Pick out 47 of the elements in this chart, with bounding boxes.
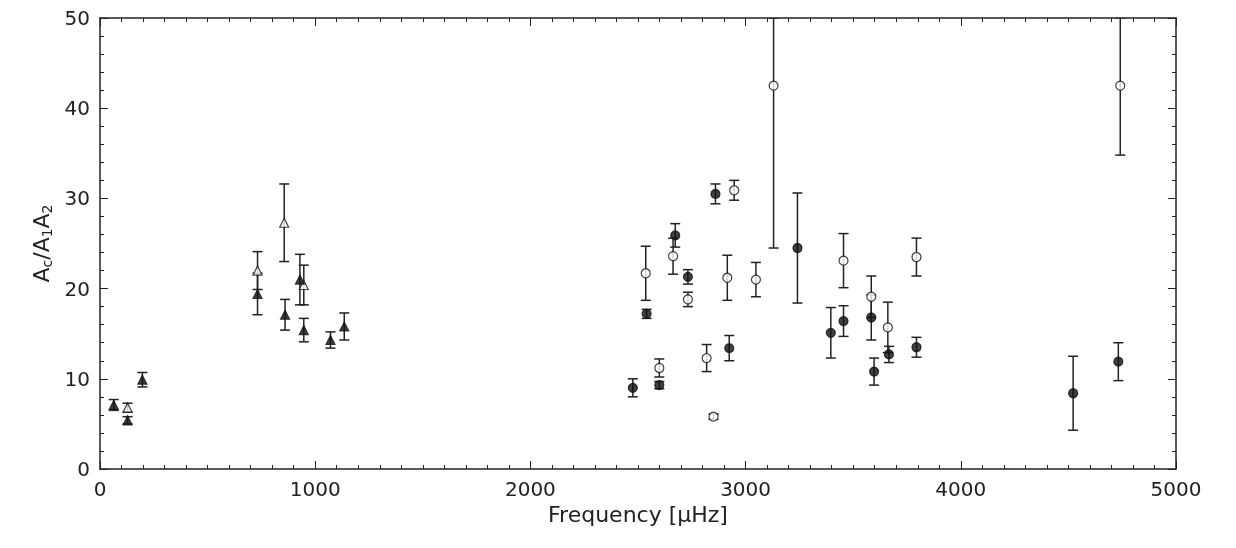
point [883,349,895,360]
y-tick-label: 50 [64,6,90,30]
point [825,327,836,338]
x-tick-label: 3000 [720,477,772,501]
point [750,274,762,285]
y-tick-label: 10 [64,366,90,391]
point [911,342,922,353]
point [710,188,721,199]
point [1068,388,1079,399]
point [1115,80,1126,91]
point [866,291,877,302]
point [866,312,877,323]
point [882,322,893,333]
point [627,382,638,393]
x-tick-label: 5000 [1150,477,1202,501]
point [838,315,849,327]
point [279,309,291,320]
x-tick-label: 0 [93,477,107,501]
point [252,288,263,300]
point [701,352,712,364]
y-axis-title: Ac/A1A2 [29,204,55,283]
point [838,255,849,266]
point [729,185,740,196]
point [294,274,306,285]
point [654,362,665,374]
x-tick-label: 2000 [504,477,556,501]
x-tick-label: 4000 [935,477,987,501]
point [722,272,733,283]
point [868,366,880,377]
point [667,251,679,262]
point [339,321,350,332]
point [279,217,290,228]
point [252,265,263,276]
point [792,242,803,254]
y-tick-label: 20 [64,276,90,301]
point [1113,356,1124,367]
point [911,251,922,263]
point [298,324,309,336]
point [640,268,651,279]
y-tick-label: 40 [64,96,90,121]
x-tick-label: 1000 [289,477,341,501]
point [724,343,735,354]
y-tick-label: 30 [64,186,90,211]
y-tick-label: 0 [77,457,90,481]
point [670,230,681,241]
x-axis-title: Frequency [μHz] [548,502,728,528]
point [768,80,779,91]
